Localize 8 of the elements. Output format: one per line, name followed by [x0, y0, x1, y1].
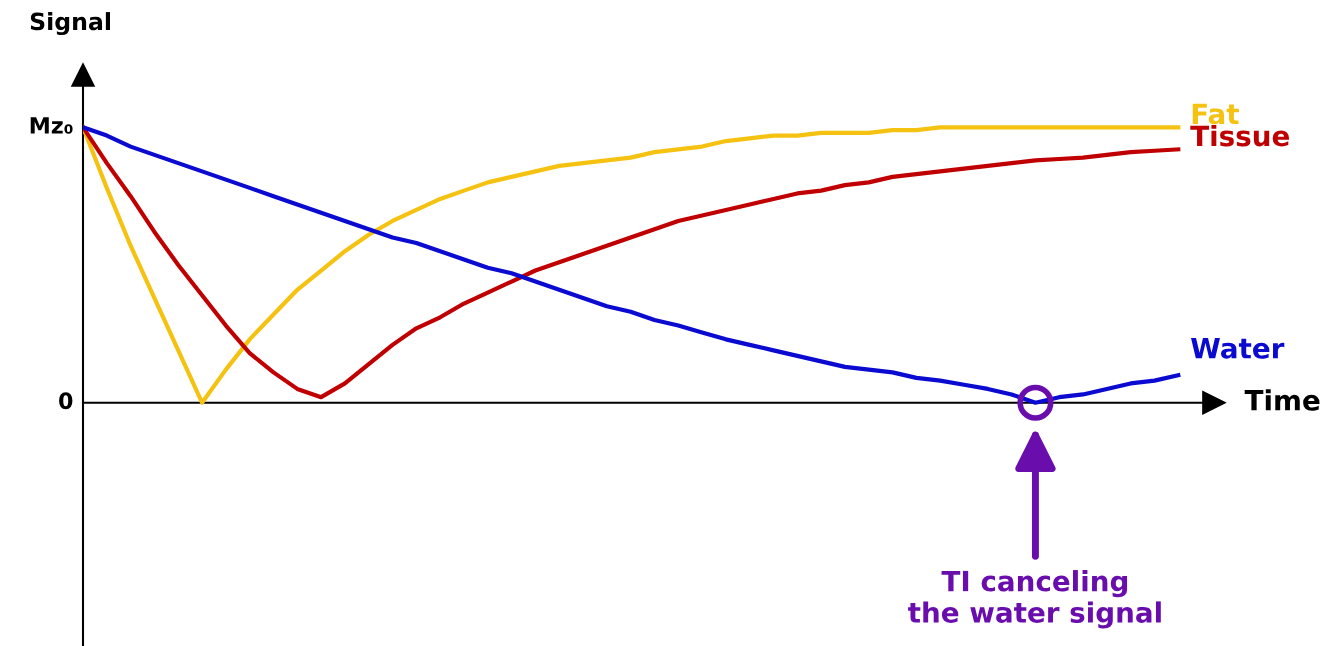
series-label: Fat — [1192, 103, 1239, 125]
text: 0 — [59, 392, 73, 410]
y-axis-title: Signal — [30, 12, 110, 36]
text: TI canceling the water signal — [908, 570, 1161, 629]
text: Mz₀ — [30, 117, 73, 134]
series-label: Water — [1191, 338, 1285, 359]
series-label: Tissue — [1190, 124, 1289, 147]
x-axis-title: Time — [1244, 389, 1320, 411]
